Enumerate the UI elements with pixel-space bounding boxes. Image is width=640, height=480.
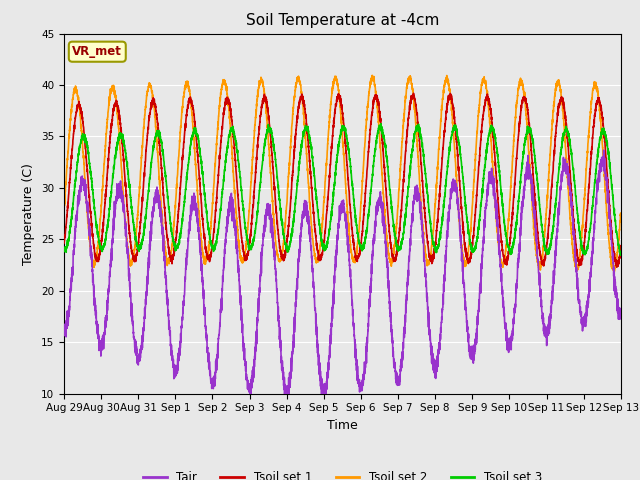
Text: VR_met: VR_met	[72, 45, 122, 58]
X-axis label: Time: Time	[327, 419, 358, 432]
Title: Soil Temperature at -4cm: Soil Temperature at -4cm	[246, 13, 439, 28]
Y-axis label: Temperature (C): Temperature (C)	[22, 163, 35, 264]
Legend: Tair, Tsoil set 1, Tsoil set 2, Tsoil set 3: Tair, Tsoil set 1, Tsoil set 2, Tsoil se…	[138, 466, 547, 480]
